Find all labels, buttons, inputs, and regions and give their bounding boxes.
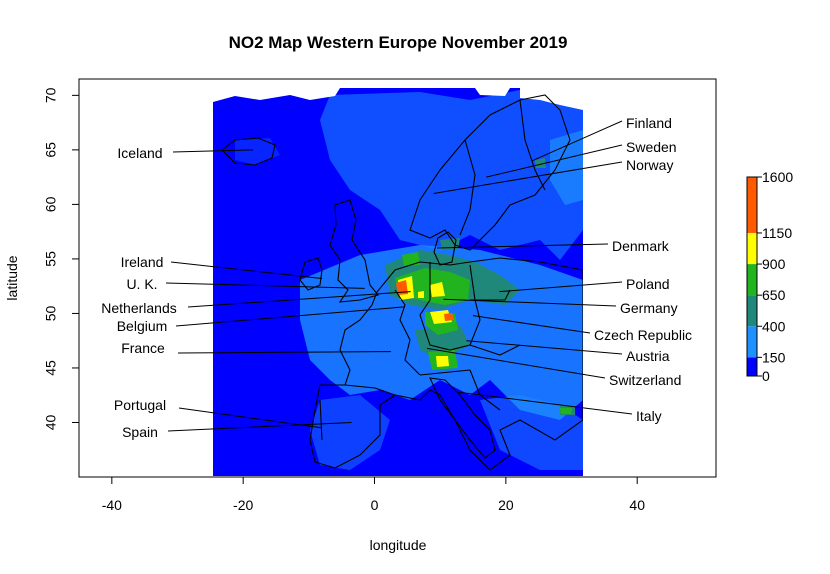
country-label-belgium: Belgium bbox=[117, 318, 168, 334]
legend-tick-label: 1600 bbox=[762, 169, 793, 185]
y-tick-label: 55 bbox=[43, 251, 59, 267]
legend-tick-label: 0 bbox=[762, 368, 770, 384]
country-label-switzerland: Switzerland bbox=[609, 372, 681, 388]
denmark-outline bbox=[433, 231, 457, 266]
country-label-ireland: Ireland bbox=[121, 254, 164, 270]
country-label-spain: Spain bbox=[122, 424, 158, 440]
leader-line-ireland bbox=[170, 261, 323, 280]
x-axis: -40 -20 0 20 40 bbox=[102, 476, 645, 513]
legend-tick-label: 650 bbox=[762, 287, 786, 303]
y-axis-label: latitude bbox=[4, 255, 20, 300]
leader-line-denmark bbox=[436, 243, 609, 249]
y-tick-label: 45 bbox=[43, 360, 59, 376]
country-label-u-k: U. K. bbox=[126, 276, 157, 292]
italy-outline bbox=[429, 377, 496, 459]
internal-borders bbox=[319, 262, 521, 441]
leader-line-u-k bbox=[165, 282, 365, 289]
y-tick-label: 50 bbox=[43, 305, 59, 321]
leader-line-germany bbox=[443, 298, 617, 307]
leader-line-finland bbox=[531, 120, 623, 162]
country-label-germany: Germany bbox=[620, 300, 678, 316]
continent-outline bbox=[309, 257, 583, 471]
legend-swatch-2 bbox=[747, 295, 757, 327]
y-axis: 40 45 50 55 60 65 70 bbox=[43, 87, 80, 430]
leader-line-spain bbox=[167, 421, 352, 432]
leader-line-norway bbox=[433, 161, 623, 194]
x-tick-label: 0 bbox=[371, 497, 379, 513]
chart-title: NO2 Map Western Europe November 2019 bbox=[229, 33, 568, 52]
raster-bin-1150-1600 bbox=[396, 280, 454, 321]
country-label-sweden: Sweden bbox=[626, 139, 677, 155]
x-tick-label: 40 bbox=[629, 497, 645, 513]
leader-line-sweden bbox=[486, 144, 623, 178]
y-tick-label: 65 bbox=[43, 142, 59, 158]
y-tick-label: 60 bbox=[43, 196, 59, 212]
x-tick-label: 20 bbox=[498, 497, 514, 513]
country-label-portugal: Portugal bbox=[114, 397, 166, 413]
leader-line-netherlands bbox=[187, 291, 411, 308]
leader-line-czech-republic bbox=[472, 315, 591, 334]
legend-tick-label: 1150 bbox=[762, 225, 792, 241]
leader-line-france bbox=[177, 351, 391, 354]
legend-swatch-5 bbox=[747, 177, 757, 233]
great-britain-outline bbox=[329, 199, 379, 303]
country-label-finland: Finland bbox=[626, 115, 672, 131]
country-label-netherlands: Netherlands bbox=[101, 300, 177, 316]
leader-line-poland bbox=[499, 281, 623, 293]
y-tick-label: 40 bbox=[43, 414, 59, 430]
finland-border bbox=[519, 99, 546, 191]
country-label-france: France bbox=[121, 340, 165, 356]
no2-raster bbox=[213, 88, 583, 476]
legend-swatch-3 bbox=[747, 264, 757, 296]
legend-tick-label: 900 bbox=[762, 256, 786, 272]
legend-frame bbox=[746, 176, 758, 377]
color-legend: 0 150 400 650 900 1150 1600 bbox=[746, 169, 793, 384]
leader-line-austria bbox=[466, 340, 623, 355]
ireland-outline bbox=[299, 257, 323, 291]
leader-line-iceland bbox=[172, 149, 254, 153]
scandinavia-border bbox=[459, 139, 476, 236]
country-labels: Finland Sweden Norway Iceland Denmark Ireland… bbox=[101, 115, 692, 440]
raster-no-data bbox=[213, 88, 583, 110]
legend-tick-label: 400 bbox=[762, 318, 786, 334]
leader-line-switzerland bbox=[426, 347, 606, 379]
y-tick-label: 70 bbox=[43, 87, 59, 103]
country-label-poland: Poland bbox=[626, 276, 670, 292]
leader-line-italy bbox=[456, 391, 633, 415]
legend-tick-label: 150 bbox=[762, 349, 786, 365]
country-label-iceland: Iceland bbox=[117, 145, 162, 161]
leader-line-belgium bbox=[175, 306, 405, 327]
legend-swatch-1 bbox=[747, 326, 757, 358]
country-label-denmark: Denmark bbox=[612, 238, 670, 254]
legend-swatch-0 bbox=[747, 357, 757, 376]
x-tick-label: -20 bbox=[233, 497, 253, 513]
country-label-austria: Austria bbox=[626, 348, 670, 364]
country-label-italy: Italy bbox=[636, 408, 662, 424]
country-label-norway: Norway bbox=[626, 157, 673, 173]
iceland-outline bbox=[221, 137, 276, 166]
x-axis-label: longitude bbox=[370, 537, 427, 553]
country-outlines bbox=[221, 94, 583, 471]
country-label-czech-republic: Czech Republic bbox=[594, 327, 692, 343]
x-tick-label: -40 bbox=[102, 497, 122, 513]
legend-swatch-4 bbox=[747, 232, 757, 265]
